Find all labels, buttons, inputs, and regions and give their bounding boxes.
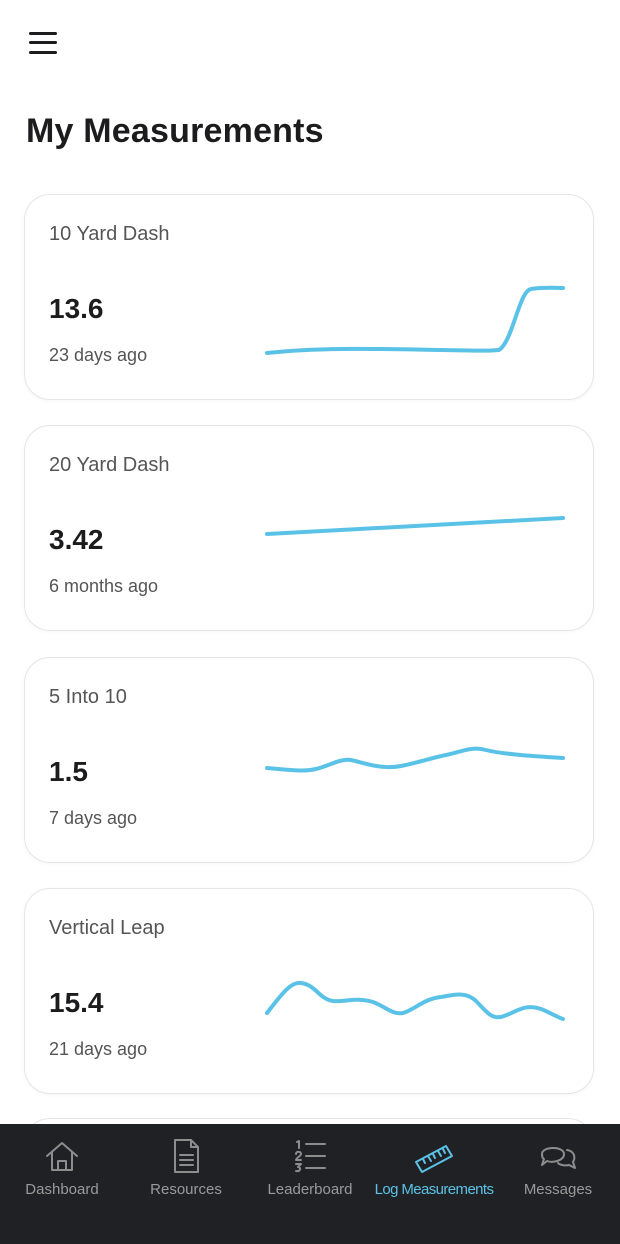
tab-label: Leaderboard (267, 1181, 353, 1198)
measurement-card-5-into-10[interactable]: 5 Into 10 1.5 7 days ago (24, 657, 594, 863)
sparkline-path (265, 746, 565, 773)
numbered-list-icon (295, 1140, 326, 1173)
measurement-card-20-yard-dash[interactable]: 20 Yard Dash 3.42 6 months ago (24, 425, 594, 631)
home-icon (46, 1142, 78, 1171)
sparkline-path (265, 980, 565, 1021)
chat-bubbles-icon (541, 1147, 576, 1169)
measurement-card-10-yard-dash[interactable]: 10 Yard Dash 13.6 23 days ago (24, 194, 594, 400)
sparkline-path (265, 285, 565, 355)
hamburger-menu-icon[interactable] (29, 30, 57, 56)
card-value: 3.42 (49, 524, 104, 555)
page-title: My Measurements (26, 112, 324, 150)
tab-label: Log Measurements (374, 1181, 494, 1198)
sparkline-path (265, 516, 565, 536)
tab-label: Dashboard (25, 1181, 99, 1198)
card-timestamp: 23 days ago (49, 345, 148, 365)
card-title: 10 Yard Dash (49, 223, 170, 245)
card-value: 15.4 (49, 987, 104, 1018)
tab-resources[interactable]: Resources (124, 1124, 248, 1244)
card-value: 13.6 (49, 293, 104, 324)
tab-label: Resources (150, 1181, 222, 1198)
card-timestamp: 6 months ago (49, 576, 159, 596)
document-icon (174, 1139, 199, 1173)
tab-messages[interactable]: Messages (496, 1124, 620, 1244)
tab-leaderboard[interactable]: Leaderboard (248, 1124, 372, 1244)
card-timestamp: 7 days ago (49, 808, 138, 828)
card-value: 1.5 (49, 756, 88, 787)
card-title: 5 Into 10 (49, 686, 127, 708)
measurement-card-vertical-leap[interactable]: Vertical Leap 15.4 21 days ago (24, 888, 594, 1094)
card-title: Vertical Leap (49, 917, 165, 939)
ruler-icon (415, 1145, 453, 1173)
card-timestamp: 21 days ago (49, 1039, 148, 1059)
bottom-tab-bar: Dashboard Resources Leaderboard Log Meas… (0, 1124, 620, 1244)
trend-sparkline (265, 746, 565, 773)
trend-sparkline (265, 980, 565, 1021)
tab-log-measurements[interactable]: Log Measurements (372, 1124, 496, 1244)
tab-label: Messages (523, 1181, 593, 1198)
trend-sparkline (265, 285, 565, 355)
card-title: 20 Yard Dash (49, 454, 170, 476)
tab-dashboard[interactable]: Dashboard (0, 1124, 124, 1244)
trend-sparkline (265, 516, 565, 536)
